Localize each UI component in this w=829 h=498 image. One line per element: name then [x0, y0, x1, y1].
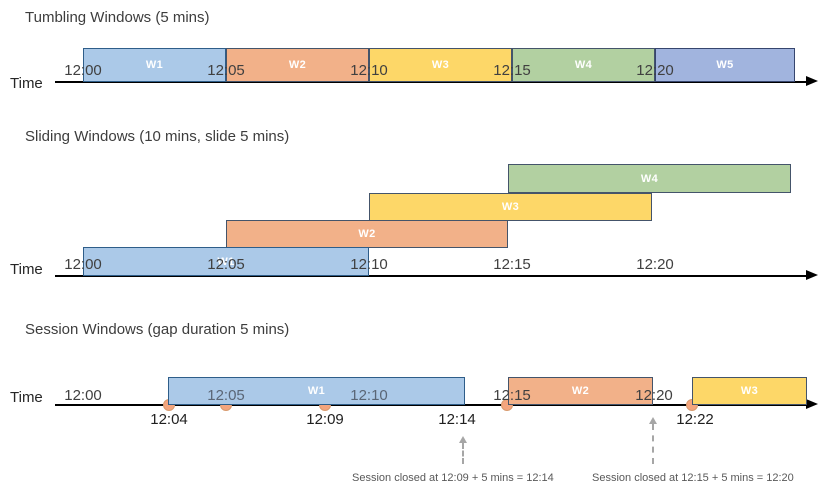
tick-label-sliding-1205: 12:05 [207, 256, 245, 273]
tick-label-sliding-1210: 12:10 [350, 256, 388, 273]
session-close-arrow-0 [458, 436, 468, 464]
time-axis-sliding [55, 275, 806, 277]
tick-label-tumbling-1205: 12:05 [207, 62, 245, 79]
tick-label-sliding-1215: 12:15 [493, 256, 531, 273]
session-close-annotation-1: Session closed at 12:15 + 5 mins = 12:20 [592, 472, 794, 484]
session-close-arrow-1 [648, 417, 658, 464]
tick-label-session-1215: 12:15 [493, 387, 531, 404]
window-label-w1: W1 [145, 59, 164, 71]
window-bar-sliding-w2: W2 [226, 220, 508, 248]
window-bar-sliding-w4: W4 [508, 164, 791, 193]
window-bar-tumbling-w3: W3 [369, 48, 512, 82]
time-axis-arrowhead-icon-sliding [806, 270, 818, 280]
window-bar-tumbling-w1: W1 [83, 48, 226, 82]
time-axis-label-tumbling: Time [10, 75, 43, 92]
window-bar-tumbling-w2: W2 [226, 48, 369, 82]
window-label-w2: W2 [358, 228, 376, 240]
window-label-w3: W3 [740, 385, 759, 397]
event-time-label-1214: 12:14 [438, 411, 476, 428]
session-close-annotation-0: Session closed at 12:09 + 5 mins = 12:14 [352, 472, 554, 484]
window-label-w4: W4 [574, 59, 593, 71]
time-axis-label-sliding: Time [10, 261, 43, 278]
time-axis-arrowhead-icon-tumbling [806, 76, 818, 86]
time-axis-tumbling [55, 81, 806, 83]
window-label-w1: W1 [307, 385, 326, 397]
tick-label-sliding-1200: 12:00 [64, 256, 102, 273]
tick-label-session-1220: 12:20 [635, 387, 673, 404]
tick-label-session-1200: 12:00 [64, 387, 102, 404]
tick-label-tumbling-1200: 12:00 [64, 62, 102, 79]
dashed-line [652, 424, 654, 464]
time-axis-label-session: Time [10, 389, 43, 406]
event-time-label-1204: 12:04 [150, 411, 188, 428]
window-bar-session-w3: W3 [692, 377, 807, 405]
arrowhead-up-icon [459, 436, 467, 443]
window-bar-tumbling-w4: W4 [512, 48, 655, 82]
event-time-label-1209: 12:09 [306, 411, 344, 428]
window-label-w1: W1 [217, 255, 235, 268]
window-bar-session-w2: W2 [508, 377, 653, 405]
tick-label-tumbling-1210: 12:10 [350, 62, 388, 79]
tick-label-session-1205: 12:05 [207, 387, 245, 404]
event-time-label-1222: 12:22 [676, 411, 714, 428]
arrowhead-up-icon [649, 417, 657, 424]
time-axis-session [55, 404, 806, 406]
section-title-sliding: Sliding Windows (10 mins, slide 5 mins) [25, 128, 290, 145]
window-bar-tumbling-w5: W5 [655, 48, 795, 82]
tick-label-sliding-1220: 12:20 [636, 256, 674, 273]
tick-label-tumbling-1215: 12:15 [493, 62, 531, 79]
section-title-tumbling: Tumbling Windows (5 mins) [25, 9, 210, 26]
window-bar-session-w1: W1 [168, 377, 465, 405]
tick-label-tumbling-1220: 12:20 [636, 62, 674, 79]
time-axis-arrowhead-icon-session [806, 399, 818, 409]
dashed-line [462, 443, 464, 464]
window-label-w2: W2 [571, 385, 590, 397]
window-label-w5: W5 [716, 59, 734, 71]
window-label-w3: W3 [501, 201, 520, 213]
window-bar-sliding-w3: W3 [369, 193, 652, 221]
window-label-w3: W3 [431, 59, 450, 71]
window-bar-sliding-w1: W1 [83, 247, 369, 276]
window-label-w2: W2 [288, 59, 307, 71]
section-title-session: Session Windows (gap duration 5 mins) [25, 321, 290, 338]
tick-label-session-1210: 12:10 [350, 387, 388, 404]
window-label-w4: W4 [640, 172, 659, 185]
